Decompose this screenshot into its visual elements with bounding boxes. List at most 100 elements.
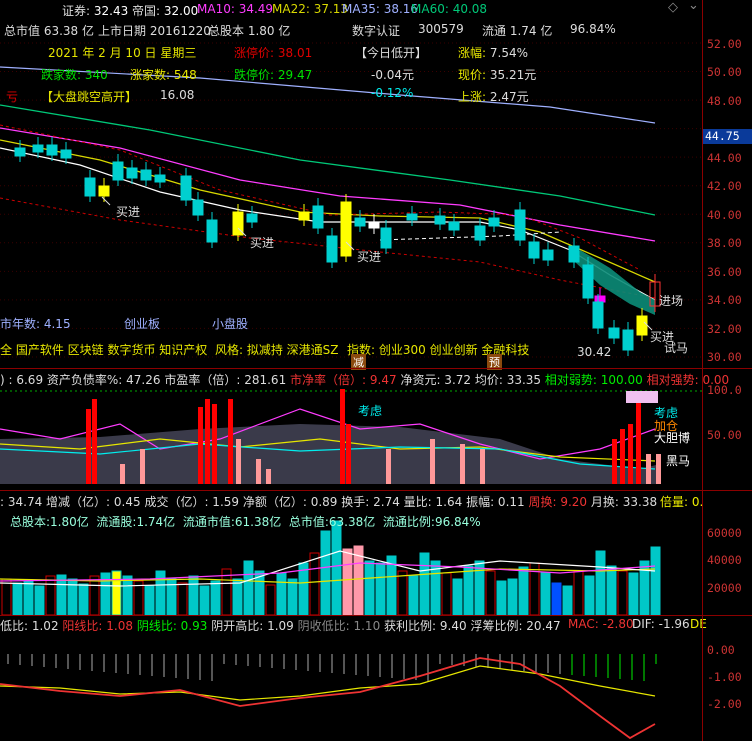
volume-bar: [562, 585, 573, 615]
volume-bar: [89, 575, 100, 615]
indicator-bar: [266, 469, 271, 484]
entry-annotation: 进场: [659, 294, 684, 308]
candle-body: [434, 215, 446, 225]
indicator-bar: [612, 439, 617, 484]
candle-body: [592, 301, 604, 329]
volume-bar: [78, 583, 89, 615]
stock-label: 证券: 32.43: [62, 4, 129, 18]
candle-body: [380, 227, 392, 249]
volume-bar: [287, 578, 298, 615]
volume-ma: [0, 568, 656, 584]
volume-bar: [430, 560, 441, 615]
candle-body: [140, 169, 152, 181]
candle-body: [192, 199, 204, 216]
axis-tick: 100.0: [707, 383, 742, 397]
candle-body: [98, 185, 110, 197]
axis-tick: -2.00: [707, 697, 742, 711]
volume-bar: [331, 520, 342, 615]
indicator-bar: [86, 409, 91, 484]
axis-tick: 50.00: [707, 65, 742, 79]
panel3-header: : 34.74 增减（亿）: 0.45 成交（亿）: 1.59 净额（亿）: 0…: [0, 495, 658, 509]
volume-panel[interactable]: [0, 491, 703, 615]
rise-count: 涨家数: 548: [130, 68, 197, 82]
indicator-bar: [656, 454, 661, 484]
volume-bar: [353, 545, 364, 615]
candle-body: [60, 149, 72, 159]
indicator-bar: [386, 449, 391, 484]
volume-bar: [441, 572, 452, 615]
signal-box: [626, 391, 658, 403]
axis-tick: 48.00: [707, 94, 742, 108]
ma60-readout: MA60: 40.08: [411, 2, 488, 16]
volume-bar: [276, 572, 287, 615]
volume-bar: [573, 570, 584, 615]
indicator-panel[interactable]: [0, 369, 703, 490]
volume-bar: [375, 562, 386, 615]
volume-bar: [23, 580, 34, 615]
volume-bar: [540, 572, 551, 615]
concepts: 全 国产软件 区块链 数字货币 知识产权: [0, 343, 208, 357]
candlestick-chart: [0, 42, 703, 358]
axis-tick: 0.00: [707, 643, 735, 657]
price-chart-panel[interactable]: [0, 0, 703, 368]
collapse-icon[interactable]: ◇: [668, 0, 678, 15]
candle-body: [126, 167, 138, 179]
indicator-bar: [430, 439, 435, 484]
ma10-readout: MA10: 34.49: [197, 2, 274, 16]
axis-divider: [702, 0, 703, 741]
add-label: 加仓: [654, 419, 679, 433]
bold-label: 大胆博: [654, 431, 691, 445]
volume-bar: [419, 552, 430, 615]
volume-bar: [12, 582, 23, 615]
candle-body: [474, 225, 486, 241]
candle-body: [340, 201, 352, 257]
volume-bar: [265, 584, 276, 615]
volume-bar: [320, 530, 331, 615]
dea-line: [0, 665, 656, 701]
indicator-bar: [120, 464, 125, 484]
candle-body: [636, 315, 648, 336]
axis-tick: 30.00: [707, 350, 742, 364]
years-listed: 市年数: 4.15: [0, 317, 71, 331]
axis-tick: 34.00: [707, 293, 742, 307]
candle-body: [514, 209, 526, 241]
candle-body: [528, 241, 540, 259]
volume-bar: [56, 574, 67, 615]
gap-value: 16.08: [160, 88, 195, 102]
indicator-bar: [620, 429, 625, 484]
exit-horse-annotation: 试马: [664, 341, 689, 355]
chevron-down-icon[interactable]: ⌄: [688, 0, 699, 13]
indicator-bar: [480, 449, 485, 484]
volume-bar: [144, 585, 155, 615]
volume-bar: [628, 572, 639, 615]
style-tags: 风格: 拟减持 深港通SZ: [215, 343, 339, 357]
indicator-bar: [228, 399, 233, 484]
volume-bar: [463, 565, 474, 615]
current-price: 现价: 35.21元: [458, 68, 537, 82]
volume-bar: [232, 578, 243, 615]
divider: [0, 615, 752, 616]
indicator-bar: [628, 424, 633, 484]
consider-label-1: 考虑: [358, 404, 383, 418]
macd-panel[interactable]: [0, 616, 703, 741]
indicator-bar: [646, 454, 651, 484]
axis-tick: 40000: [707, 553, 742, 567]
list-date: 上市日期 20161220: [98, 24, 211, 38]
stock-code: 300579: [418, 22, 464, 36]
volume-bar: [551, 582, 562, 615]
dark-horse-label: 黑马: [666, 454, 691, 468]
volume-bar: [518, 566, 529, 615]
loss-tag: 亏: [6, 90, 19, 104]
axis-tick: 32.00: [707, 322, 742, 336]
volume-bar: [342, 548, 353, 615]
candle-body: [46, 144, 58, 156]
today-low-open: 【今日低开】: [355, 46, 428, 60]
indicator-bar: [256, 459, 261, 484]
indicator-line: [0, 438, 656, 462]
candle-body: [542, 249, 554, 261]
volume-bar: [408, 575, 419, 615]
panel2-header: ) : 6.69 资产负债率%: 47.26 市盈率（倍）: 281.61 市净…: [0, 373, 730, 387]
axis-tick: 40.00: [707, 208, 742, 222]
candle-body: [326, 235, 338, 263]
rise-amount: 上涨: 2.47元: [458, 90, 529, 104]
